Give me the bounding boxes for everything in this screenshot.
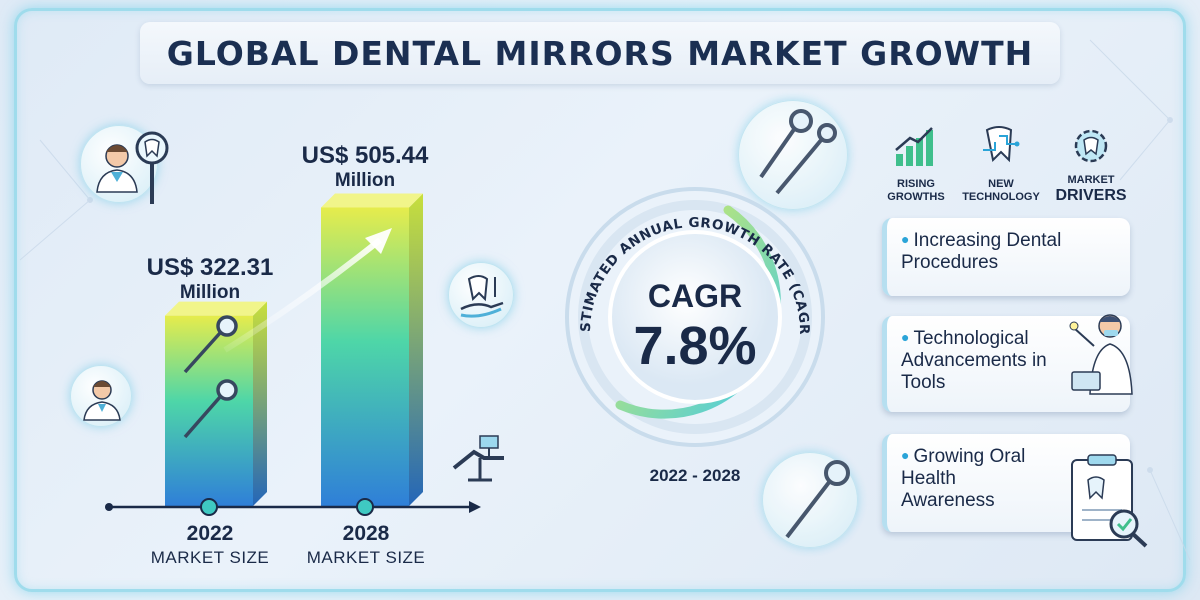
growth-arrow bbox=[223, 237, 382, 353]
page-title: GLOBAL DENTAL MIRRORS MARKET GROWTH bbox=[166, 33, 1034, 73]
driver-text: Technological Advancements in Tools bbox=[901, 328, 1047, 393]
driver-card-1: ● Increasing Dental Procedures bbox=[882, 218, 1130, 296]
bar-side-2022 bbox=[253, 301, 267, 506]
x-axis-start-dot bbox=[105, 503, 113, 511]
dental-chair-icon bbox=[452, 435, 504, 482]
bar-value-unit: Million bbox=[334, 170, 396, 191]
outer-frame bbox=[14, 8, 1186, 592]
bullet-icon: ● bbox=[901, 447, 910, 463]
driver-header-new-technology: NEW TECHNOLOGY bbox=[955, 178, 1047, 204]
driver-header-line1: RISING bbox=[897, 178, 935, 190]
clipboard-icon bbox=[1071, 454, 1148, 548]
bar-value-label-2028: US$ 505.44 Million bbox=[275, 142, 455, 192]
x-axis-arrowhead bbox=[469, 501, 481, 513]
bullet-icon: ● bbox=[901, 329, 910, 345]
bar-value-amount: US$ 505.44 bbox=[301, 142, 429, 169]
bar-2028 bbox=[321, 207, 409, 506]
x-tick-marker-2022 bbox=[200, 498, 218, 516]
dentist-icon bbox=[70, 365, 132, 427]
dentist-icon bbox=[1069, 314, 1133, 395]
dental-mirror-icon bbox=[183, 379, 238, 439]
driver-header-rising-growths: RISING GROWTHS bbox=[878, 178, 954, 204]
title-band: GLOBAL DENTAL MIRRORS MARKET GROWTH bbox=[140, 22, 1060, 84]
cagr-label: CAGR bbox=[647, 278, 743, 314]
bullet-icon: ● bbox=[901, 231, 910, 247]
dental-mirror-icon bbox=[738, 100, 848, 210]
trend-arrow-icon bbox=[365, 228, 392, 254]
x-tick-marker-2028 bbox=[356, 498, 374, 516]
cagr-center: CAGR 7.8% bbox=[615, 278, 775, 377]
bar-side-2028 bbox=[409, 193, 423, 506]
category-year: 2028 bbox=[342, 522, 390, 545]
bar-value-unit: Million bbox=[179, 282, 241, 303]
bar-top-2028 bbox=[321, 193, 423, 208]
driver-text: Increasing Dental Procedures bbox=[901, 230, 1062, 273]
bar-chart bbox=[105, 193, 481, 516]
growth-chart-icon bbox=[895, 127, 933, 166]
category-sublabel: MARKET SIZE bbox=[150, 548, 270, 567]
driver-header-line1: NEW bbox=[988, 178, 1014, 190]
gear-tooth-icon bbox=[1074, 129, 1108, 163]
bar-value-label-2022: US$ 322.31 Million bbox=[120, 254, 300, 304]
driver-header-market-drivers: MARKET DRIVERS bbox=[1048, 174, 1134, 205]
driver-header-line2: GROWTHS bbox=[887, 191, 945, 203]
cagr-period: 2022 - 2028 bbox=[649, 466, 741, 485]
driver-card-2: ● Technological Advancements in Tools bbox=[882, 316, 1130, 412]
x-tick-label-2022: 2022 MARKET SIZE bbox=[140, 522, 280, 568]
driver-header-line2: TECHNOLOGY bbox=[962, 191, 1040, 203]
category-sublabel: MARKET SIZE bbox=[306, 548, 426, 567]
tooth-magnifier-icon bbox=[135, 131, 169, 204]
dental-mirror-icon bbox=[183, 315, 238, 374]
dental-mirror-icon bbox=[762, 452, 858, 548]
driver-header-line1: MARKET bbox=[1067, 174, 1115, 186]
driver-header-line2: DRIVERS bbox=[1055, 187, 1127, 204]
tooth-hand-icon bbox=[448, 262, 514, 328]
cagr-value: 7.8% bbox=[633, 316, 757, 376]
x-tick-label-2028: 2028 MARKET SIZE bbox=[296, 522, 436, 568]
category-year: 2022 bbox=[186, 522, 234, 545]
bar-top-2022 bbox=[165, 301, 267, 316]
bar-value-amount: US$ 322.31 bbox=[146, 254, 274, 281]
circuit-tooth-icon bbox=[983, 126, 1020, 163]
driver-text: Growing Oral Health Awareness bbox=[901, 446, 1026, 511]
